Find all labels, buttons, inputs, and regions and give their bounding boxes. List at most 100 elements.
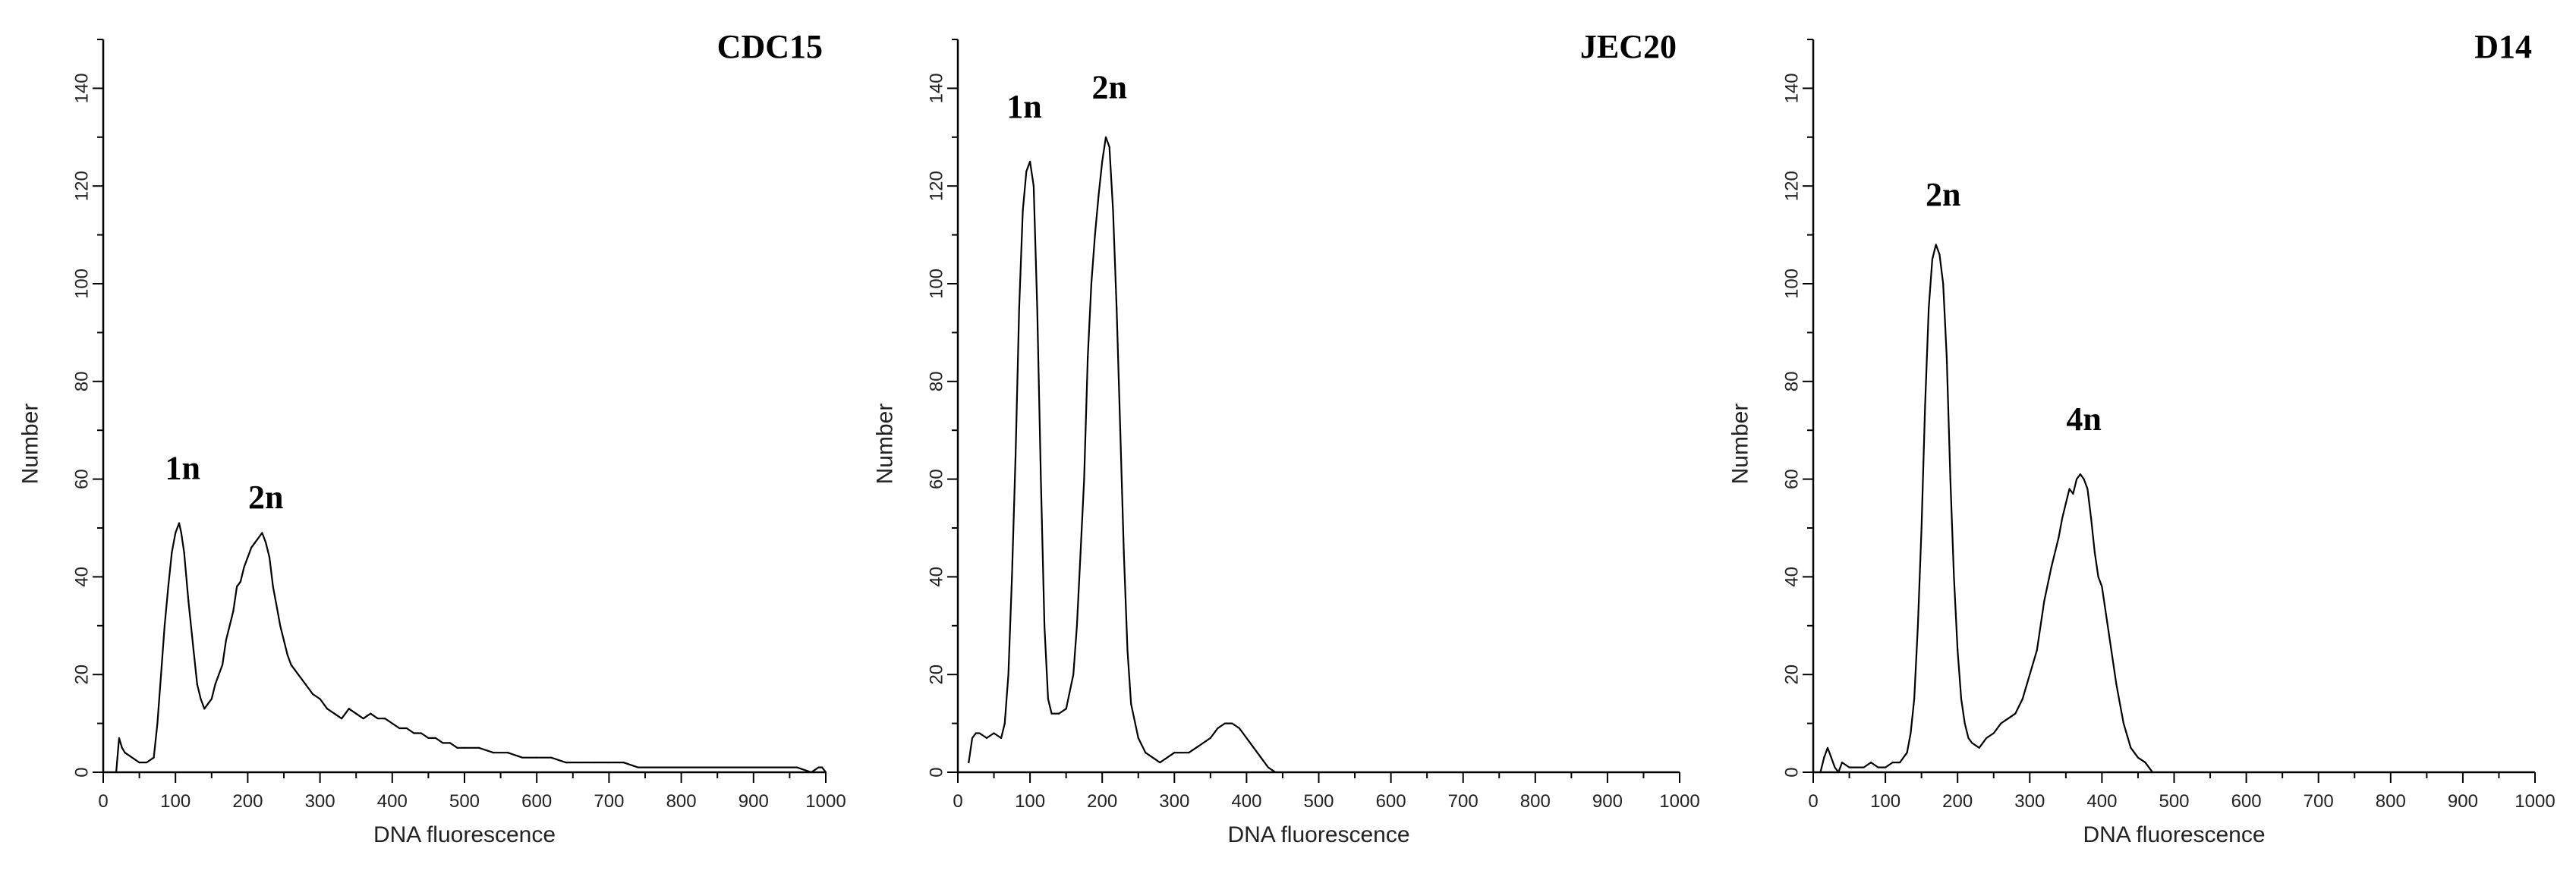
data-point — [752, 766, 754, 768]
data-point — [1217, 727, 1219, 730]
x-tick-label: 500 — [2159, 791, 2189, 812]
data-point — [2097, 576, 2099, 578]
data-point — [1841, 762, 1844, 764]
data-point — [1885, 766, 1887, 768]
data-point — [1032, 185, 1034, 187]
data-point — [1022, 209, 1024, 212]
data-point — [319, 698, 321, 700]
data-point — [1058, 712, 1060, 715]
data-point — [427, 737, 430, 740]
y-tick-label: 80 — [1782, 371, 1803, 391]
data-point — [2064, 502, 2067, 504]
data-point — [156, 722, 159, 724]
data-point — [1126, 649, 1129, 652]
data-point — [817, 766, 820, 768]
data-point — [1963, 722, 1966, 724]
data-point — [2090, 517, 2093, 520]
data-point — [1036, 307, 1038, 310]
peak-label: 2n — [1091, 68, 1126, 105]
data-point — [1083, 478, 1085, 480]
data-point — [405, 727, 408, 730]
data-point — [2014, 712, 2017, 715]
data-point — [1007, 674, 1009, 676]
data-point — [160, 674, 162, 676]
data-point — [463, 746, 466, 749]
data-point — [2000, 722, 2002, 724]
y-tick-label: 120 — [927, 171, 947, 201]
x-tick-label: 100 — [1015, 791, 1045, 812]
data-point — [163, 624, 166, 627]
data-point — [579, 762, 581, 764]
data-point — [257, 536, 260, 539]
data-point — [268, 556, 271, 558]
data-point — [2079, 473, 2081, 476]
histogram-series-line — [968, 136, 1277, 773]
data-point — [1260, 756, 1262, 759]
data-point — [2058, 536, 2060, 539]
data-point — [187, 600, 190, 602]
y-tick-label: 60 — [72, 469, 93, 489]
data-point — [2083, 478, 2085, 480]
peak-label: 2n — [248, 479, 283, 516]
y-axis-label: Number — [18, 404, 43, 485]
peak-label: 1n — [1006, 88, 1041, 125]
data-point — [1910, 732, 1912, 734]
data-point — [1104, 136, 1107, 138]
y-tick-label: 40 — [72, 567, 93, 587]
x-tick-label: 1000 — [2515, 791, 2555, 812]
data-point — [1202, 742, 1205, 744]
x-axis-label: DNA fluorescence — [2083, 822, 2265, 847]
data-point — [1971, 742, 1973, 744]
data-point — [975, 732, 977, 734]
peak-label: 4n — [2066, 401, 2101, 438]
y-tick-label: 20 — [1782, 665, 1803, 685]
data-point — [1931, 258, 1934, 260]
data-point — [1906, 752, 1908, 754]
data-point — [2021, 698, 2023, 700]
data-point — [1050, 712, 1053, 715]
data-point — [180, 532, 182, 534]
data-point — [2130, 746, 2132, 749]
data-point — [210, 698, 213, 700]
data-point — [218, 674, 220, 676]
data-point — [272, 586, 274, 588]
data-point — [1869, 762, 1872, 764]
y-tick-label: 0 — [1782, 767, 1803, 777]
data-point — [2029, 674, 2031, 676]
data-point — [200, 698, 202, 700]
data-point — [2076, 478, 2078, 480]
data-point — [608, 762, 610, 764]
y-tick-label: 60 — [1782, 469, 1803, 489]
data-point — [1130, 702, 1132, 705]
data-point — [2072, 492, 2074, 495]
peak-label: 2n — [1926, 176, 1960, 213]
data-point — [1072, 674, 1075, 676]
data-point — [1137, 737, 1139, 740]
x-tick-label: 900 — [1592, 791, 1623, 812]
data-point — [276, 605, 278, 608]
y-tick-label: 0 — [72, 767, 93, 777]
data-point — [221, 664, 224, 666]
data-point — [1029, 160, 1031, 163]
y-tick-label: 80 — [72, 371, 93, 391]
x-tick-label: 0 — [98, 791, 108, 812]
x-tick-label: 700 — [2304, 791, 2334, 812]
data-point — [362, 718, 364, 720]
data-point — [821, 766, 824, 768]
data-point — [286, 654, 288, 656]
y-tick-label: 40 — [927, 567, 947, 587]
data-point — [282, 639, 285, 642]
data-point — [2061, 517, 2064, 520]
data-point — [1826, 746, 1829, 749]
x-tick-label: 700 — [1448, 791, 1479, 812]
data-point — [2144, 762, 2146, 764]
data-point — [1935, 244, 1937, 246]
data-point — [1108, 146, 1110, 148]
data-point — [254, 542, 257, 544]
data-point — [1018, 307, 1020, 310]
data-point — [146, 762, 148, 764]
data-point — [236, 586, 238, 588]
data-point — [1949, 478, 1951, 480]
y-tick-label: 100 — [1782, 269, 1803, 299]
data-point — [1003, 722, 1006, 724]
